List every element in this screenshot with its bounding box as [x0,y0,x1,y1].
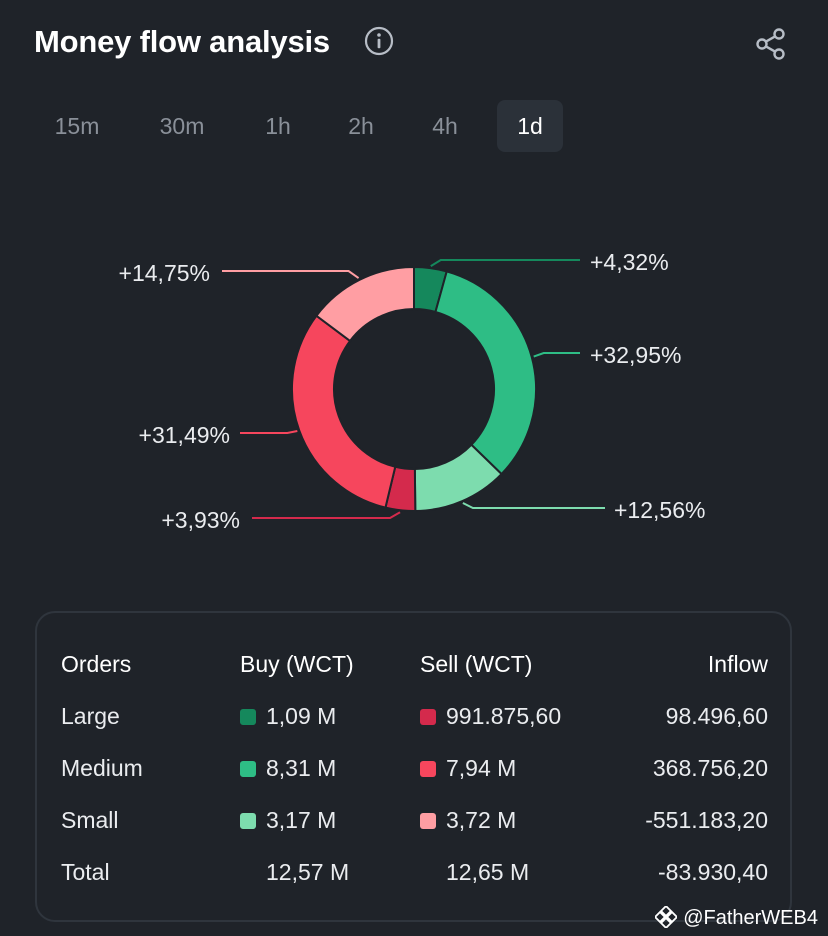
row-small-sell: 3,72 M [420,805,516,835]
page-title: Money flow analysis [34,24,330,59]
sell-large-swatch [420,709,436,725]
row-medium-sell: 7,94 M [420,753,516,783]
buy-small-swatch [240,813,256,829]
buy-large-swatch [240,709,256,725]
row-total-inflow: -83.930,40 [658,859,768,885]
header-sell: Sell (WCT) [420,651,533,677]
info-icon[interactable] [364,26,394,56]
donut-label: +4,32% [590,249,669,275]
watermark-text: @FatherWEB4 [683,907,818,929]
donut-leader-line [222,270,360,279]
binance-logo-icon [655,906,678,928]
donut-label: +31,49% [139,422,230,448]
sell-small-swatch [420,813,436,829]
donut-leader-line [533,352,580,358]
donut-leader-line [430,259,580,267]
tab-1h[interactable]: 1h [265,113,291,139]
row-small-inflow: -551.183,20 [645,807,768,833]
row-medium-buy: 8,31 M [240,753,336,783]
row-small-order: Small [61,807,119,833]
header: Money flow analysis [34,22,788,66]
donut-slice-medium-buy[interactable] [434,270,537,476]
donut-leader-line [462,502,605,509]
donut-slice-medium-sell[interactable] [291,314,397,509]
donut-label: +3,93% [161,507,240,533]
row-total-order: Total [61,859,110,885]
tab-1d[interactable]: 1d [497,100,563,152]
tab-2h[interactable]: 2h [348,113,374,139]
header-buy: Buy (WCT) [240,651,354,677]
row-total-buy: 12,57 M [266,859,350,885]
row-large-order: Large [61,703,120,729]
orders-table: Orders Buy (WCT) Sell (WCT) Inflow Large… [35,611,792,922]
row-small-buy: 3,17 M [240,805,336,835]
row-medium-order: Medium [61,755,143,781]
row-medium-inflow: 368.756,20 [652,755,768,781]
row-large-buy: 1,09 M [240,701,336,731]
header-orders: Orders [61,651,132,677]
tab-4h[interactable]: 4h [432,113,458,139]
sell-medium-swatch [420,761,436,777]
header-inflow: Inflow [707,651,768,677]
row-large-inflow: 98.496,60 [665,703,768,729]
donut-label: +32,95% [590,342,681,368]
row-total-sell: 12,65 M [446,859,530,885]
money-flow-donut-chart: +4,32% +32,95% +12,56% +3,93% +31,49% +14,75% [119,249,706,533]
share-icon[interactable] [754,27,788,61]
donut-label: +14,75% [119,260,210,286]
donut-slice-small-sell[interactable] [315,265,415,343]
donut-leader-line [252,511,401,519]
donut-leader-line [240,429,298,434]
watermark: @FatherWEB4 [655,906,818,930]
buy-medium-swatch [240,761,256,777]
tab-30m[interactable]: 30m [159,113,205,139]
tab-15m[interactable]: 15m [54,113,100,139]
row-large-sell: 991.875,60 [420,701,561,731]
donut-label: +12,56% [614,497,705,523]
